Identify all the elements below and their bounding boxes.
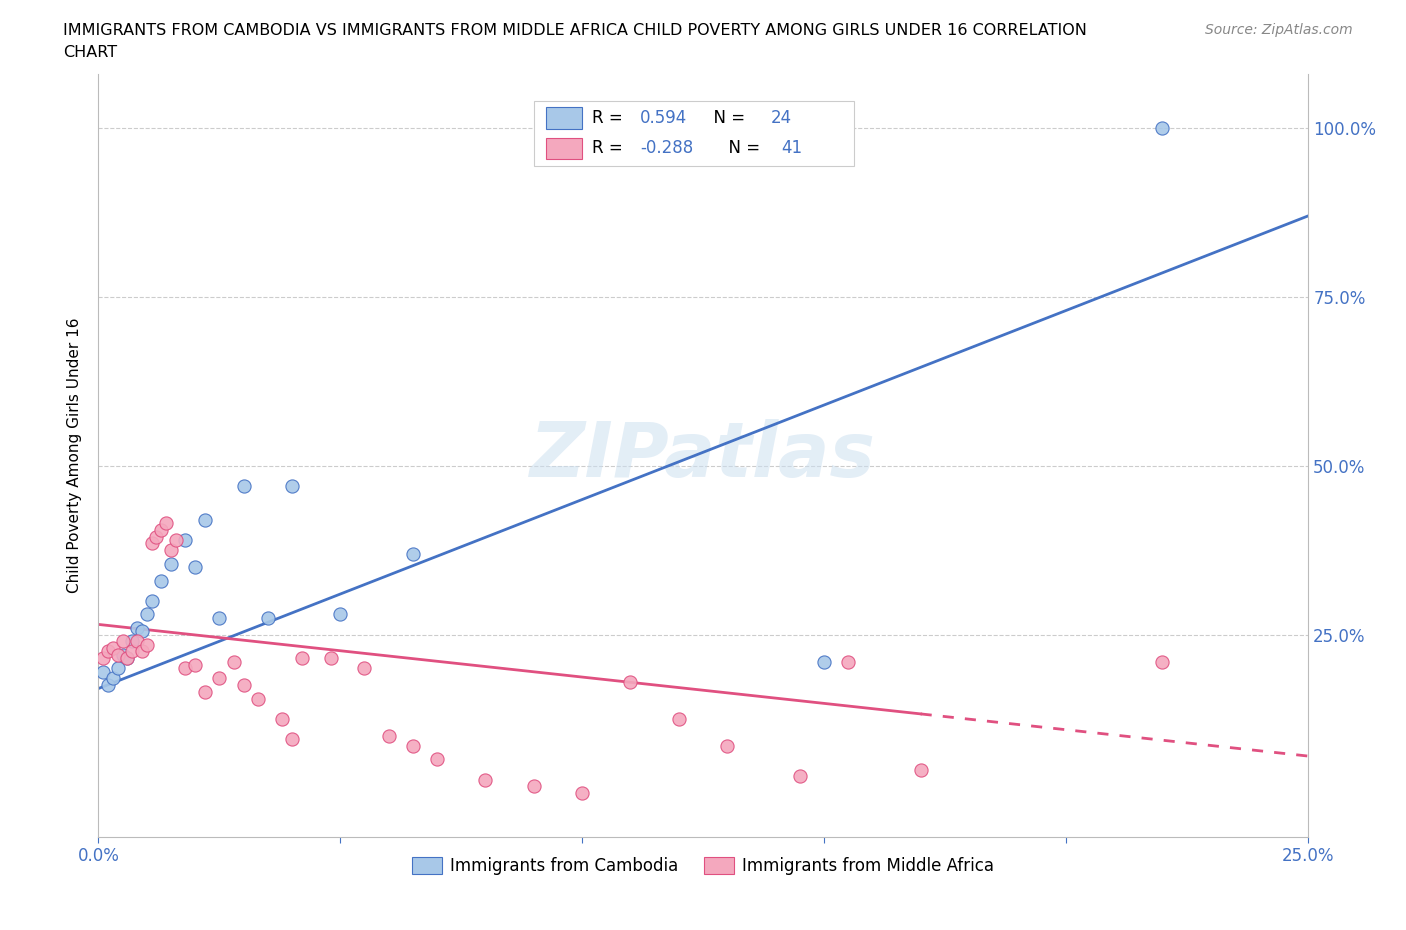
Point bbox=[111, 634, 134, 649]
Point bbox=[117, 651, 139, 666]
Point bbox=[97, 644, 120, 658]
Point bbox=[91, 664, 114, 679]
Point bbox=[232, 479, 254, 494]
Point bbox=[155, 516, 177, 531]
Point bbox=[121, 644, 143, 658]
Point bbox=[247, 691, 270, 706]
Point bbox=[281, 479, 304, 494]
Point bbox=[160, 556, 183, 571]
Point bbox=[619, 674, 641, 689]
Point bbox=[377, 728, 399, 743]
Point bbox=[150, 573, 173, 588]
Text: R =: R = bbox=[592, 140, 627, 157]
Point bbox=[117, 651, 139, 666]
Point bbox=[107, 647, 129, 662]
Point bbox=[145, 529, 167, 544]
Text: ZIPatlas: ZIPatlas bbox=[530, 418, 876, 493]
Point bbox=[141, 593, 163, 608]
Text: 41: 41 bbox=[782, 140, 803, 157]
Bar bbox=[546, 138, 582, 159]
Point bbox=[174, 533, 197, 548]
Point bbox=[131, 644, 153, 658]
Point bbox=[426, 752, 449, 767]
Point bbox=[256, 610, 278, 625]
Point bbox=[1152, 121, 1174, 136]
Point bbox=[111, 647, 134, 662]
Text: 0.594: 0.594 bbox=[640, 109, 688, 126]
Text: 24: 24 bbox=[770, 109, 792, 126]
Point bbox=[474, 772, 496, 787]
Point bbox=[165, 533, 187, 548]
Point bbox=[107, 661, 129, 676]
Point bbox=[668, 711, 690, 726]
Point bbox=[402, 738, 425, 753]
Point bbox=[208, 671, 231, 685]
Point bbox=[121, 634, 143, 649]
Point bbox=[329, 607, 352, 622]
Point bbox=[101, 641, 124, 656]
Y-axis label: Child Poverty Among Girls Under 16: Child Poverty Among Girls Under 16 bbox=[67, 318, 83, 593]
Point bbox=[101, 671, 124, 685]
Point bbox=[222, 654, 245, 669]
Text: CHART: CHART bbox=[63, 45, 117, 60]
Point bbox=[97, 678, 120, 693]
Bar bbox=[546, 107, 582, 128]
Text: IMMIGRANTS FROM CAMBODIA VS IMMIGRANTS FROM MIDDLE AFRICA CHILD POVERTY AMONG GI: IMMIGRANTS FROM CAMBODIA VS IMMIGRANTS F… bbox=[63, 23, 1087, 38]
Point bbox=[160, 543, 183, 558]
Point bbox=[232, 678, 254, 693]
Point bbox=[135, 637, 157, 652]
Point bbox=[571, 786, 593, 801]
Point bbox=[194, 512, 217, 527]
Point bbox=[290, 651, 312, 666]
Point bbox=[194, 684, 217, 699]
Point bbox=[135, 607, 157, 622]
Point bbox=[837, 654, 859, 669]
Point bbox=[141, 536, 163, 551]
Text: Source: ZipAtlas.com: Source: ZipAtlas.com bbox=[1205, 23, 1353, 37]
Point bbox=[716, 738, 738, 753]
Text: R =: R = bbox=[592, 109, 627, 126]
Point bbox=[319, 651, 342, 666]
Point bbox=[281, 732, 304, 747]
Point bbox=[523, 779, 546, 794]
Point bbox=[127, 634, 149, 649]
Point bbox=[127, 620, 149, 635]
Text: N =: N = bbox=[717, 140, 765, 157]
Point bbox=[150, 523, 173, 538]
Point bbox=[184, 658, 207, 672]
Text: -0.288: -0.288 bbox=[640, 140, 693, 157]
Point bbox=[813, 654, 835, 669]
Legend: Immigrants from Cambodia, Immigrants from Middle Africa: Immigrants from Cambodia, Immigrants fro… bbox=[405, 851, 1001, 882]
Point bbox=[1152, 654, 1174, 669]
Text: N =: N = bbox=[703, 109, 751, 126]
FancyBboxPatch shape bbox=[534, 101, 855, 166]
Point bbox=[271, 711, 294, 726]
Point bbox=[910, 762, 932, 777]
Point bbox=[402, 546, 425, 561]
Point bbox=[208, 610, 231, 625]
Point bbox=[174, 661, 197, 676]
Point bbox=[131, 624, 153, 639]
Point bbox=[91, 651, 114, 666]
Point bbox=[184, 560, 207, 575]
Point bbox=[789, 769, 811, 784]
Point bbox=[353, 661, 375, 676]
